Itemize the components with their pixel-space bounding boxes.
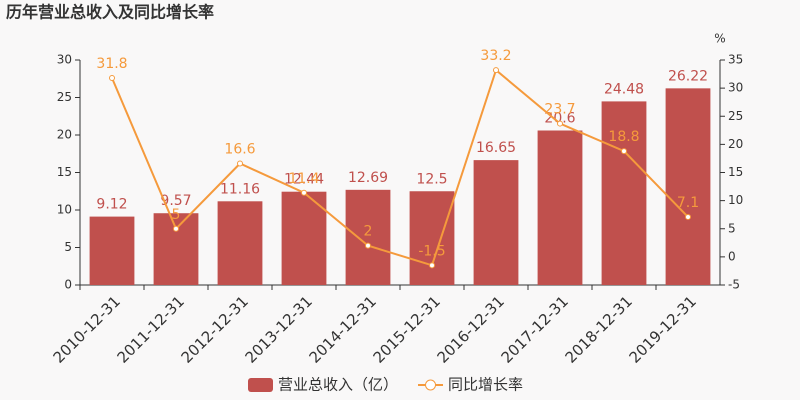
y2-tick-label: 25 bbox=[728, 109, 743, 123]
bar-value-label: 9.12 bbox=[96, 197, 127, 213]
y-tick-label: 30 bbox=[57, 53, 72, 67]
legend-label: 营业总收入（亿） bbox=[278, 376, 398, 394]
line-point bbox=[621, 148, 627, 155]
line-point bbox=[429, 262, 435, 269]
y2-tick-label: 35 bbox=[728, 53, 743, 67]
line-point bbox=[109, 75, 115, 81]
y2-tick-label: 15 bbox=[728, 165, 743, 179]
line-point bbox=[301, 189, 307, 196]
bar bbox=[345, 189, 391, 285]
bar-value-label: 26.22 bbox=[668, 68, 708, 84]
line-point bbox=[493, 67, 499, 74]
bar-value-label: 12.69 bbox=[348, 170, 388, 186]
line bbox=[111, 68, 689, 267]
y2-tick-label: 20 bbox=[728, 137, 743, 151]
y2-tick-label: -5 bbox=[728, 278, 740, 292]
bar-value-label: 16.65 bbox=[476, 140, 516, 156]
legend-icon bbox=[425, 379, 437, 391]
y-tick-label: 0 bbox=[64, 278, 72, 292]
bar bbox=[537, 130, 583, 285]
y2-tick-label: 0 bbox=[728, 249, 736, 263]
bar-value-label: 9.57 bbox=[160, 193, 191, 209]
bar bbox=[601, 101, 647, 286]
bar-value-label: 12.5 bbox=[416, 171, 447, 187]
bar-value-label: 12.44 bbox=[284, 172, 324, 188]
line-value-label: 16.6 bbox=[224, 142, 255, 158]
line-value-label: 23.7 bbox=[544, 102, 575, 118]
line-value-label: 18.8 bbox=[608, 129, 639, 145]
bar-value-label: 11.16 bbox=[220, 181, 260, 197]
y-tick-label: 10 bbox=[57, 203, 72, 217]
line-value-label: 31.8 bbox=[96, 56, 127, 72]
line-value-label: 11.4 bbox=[288, 171, 319, 187]
y2-tick-label: 5 bbox=[728, 221, 736, 235]
bar bbox=[409, 191, 455, 285]
y-tick-label: 5 bbox=[64, 240, 72, 254]
chart-title: 历年营业总收入及同比增长率 bbox=[6, 3, 214, 22]
bar bbox=[89, 216, 135, 285]
line-value-label: 2 bbox=[364, 224, 373, 240]
bar bbox=[473, 160, 519, 285]
y2-tick-label: 10 bbox=[728, 193, 743, 207]
line-value-label: 33.2 bbox=[480, 48, 511, 64]
line-point bbox=[237, 160, 243, 167]
bar bbox=[665, 88, 711, 285]
bar-value-label: 20.6 bbox=[544, 111, 575, 127]
bar bbox=[281, 191, 327, 285]
y-tick-label: 25 bbox=[57, 90, 72, 104]
line-value-label: 7.1 bbox=[677, 195, 699, 211]
y-tick-label: 20 bbox=[57, 128, 72, 142]
y2-tick-label: 30 bbox=[728, 81, 743, 95]
line-value-label: -1.5 bbox=[418, 243, 445, 259]
bar bbox=[217, 201, 263, 285]
line-point bbox=[173, 225, 179, 232]
line-point bbox=[685, 213, 691, 220]
bar bbox=[153, 213, 199, 285]
legend-label: 同比增长率 bbox=[448, 376, 523, 394]
y2-axis-label: % bbox=[714, 32, 725, 46]
line-point bbox=[365, 242, 371, 249]
y-tick-label: 15 bbox=[57, 165, 72, 179]
bar-value-label: 24.48 bbox=[604, 81, 644, 97]
legend-icon bbox=[248, 378, 273, 392]
line-point bbox=[557, 120, 563, 127]
line-value-label: 5 bbox=[172, 207, 181, 223]
